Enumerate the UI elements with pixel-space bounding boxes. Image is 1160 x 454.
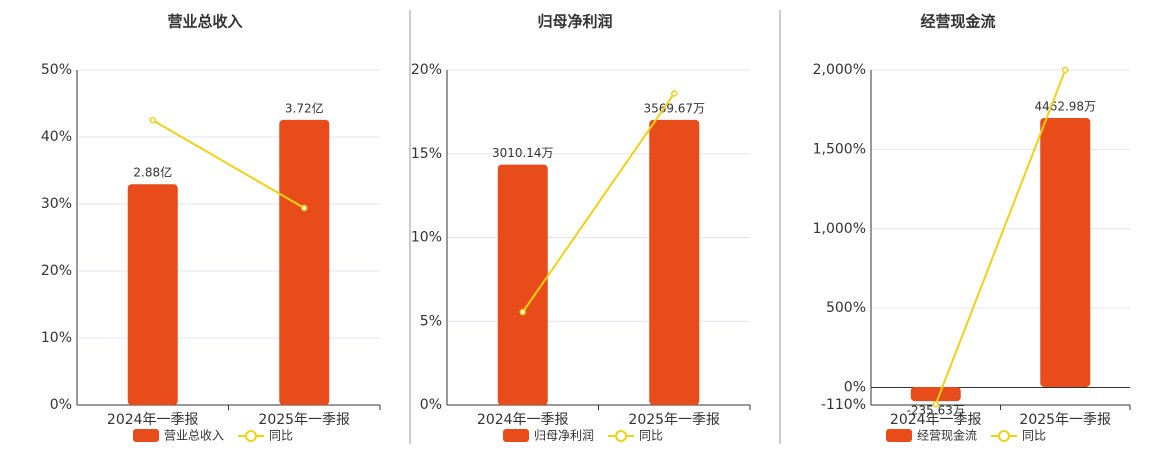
y-tick-label: 1,000% [813, 221, 866, 237]
legend-label: 归母净利润 [534, 429, 594, 443]
bar [910, 386, 961, 402]
legend-swatch [886, 429, 912, 442]
y-tick-label: 0% [844, 380, 866, 396]
bar [497, 164, 548, 405]
bar [127, 184, 178, 405]
legend-label: 经营现金流 [917, 428, 977, 443]
y-tick-label: 1,500% [813, 141, 866, 157]
legend-label: 同比 [639, 429, 663, 443]
line [152, 119, 305, 209]
value-label: 3.72亿 [285, 100, 324, 115]
bar [279, 119, 330, 406]
value-label: -235.63万 [907, 404, 965, 418]
x-tick-label: 2025年一季报 [1019, 412, 1111, 428]
chart-title: 营业总收入 [167, 13, 242, 31]
chart-title: 归母净利润 [537, 13, 612, 31]
line-point [519, 308, 526, 316]
y-tick-label: 20% [41, 263, 72, 279]
line-point [149, 117, 156, 124]
y-tick-label: 10% [411, 230, 442, 246]
line [934, 69, 1067, 405]
line-point [671, 90, 678, 97]
legend-swatch [998, 430, 1011, 442]
value-label: 4462.98万 [1034, 99, 1096, 113]
y-tick-label: -110% [821, 397, 866, 413]
legend-label: 营业总收入 [164, 429, 224, 443]
line-point [301, 204, 308, 212]
y-tick-label: 2,000% [813, 62, 866, 78]
bar [649, 119, 700, 406]
chart-title: 经营现金流 [920, 13, 995, 31]
x-tick-label: 2024年一季报 [890, 412, 982, 428]
value-label: 2.88亿 [133, 165, 172, 180]
legend-swatch [615, 430, 628, 442]
legend-swatch [245, 430, 258, 442]
line-point [932, 400, 939, 408]
y-tick-label: 0% [50, 397, 72, 413]
line [521, 92, 676, 313]
y-tick-label: 50% [41, 62, 72, 78]
y-tick-label: 500% [826, 300, 866, 316]
x-tick-label: 2025年一季报 [628, 412, 720, 428]
value-label: 3569.67万 [643, 101, 705, 115]
x-tick-label: 2025年一季报 [258, 412, 350, 428]
value-label: 3010.14万 [492, 146, 554, 160]
y-tick-label: 15% [411, 146, 442, 162]
y-tick-label: 5% [420, 313, 442, 329]
legend-label: 同比 [1022, 429, 1046, 443]
y-tick-label: 10% [41, 330, 72, 346]
bar [1040, 117, 1091, 387]
y-tick-label: 20% [411, 62, 442, 78]
y-tick-label: 30% [41, 196, 72, 212]
y-tick-label: 40% [41, 129, 72, 145]
x-tick-label: 2024年一季报 [107, 412, 199, 428]
x-tick-label: 2024年一季报 [477, 412, 569, 428]
legend-swatch [133, 429, 159, 442]
y-tick-label: 0% [420, 397, 442, 413]
legend-label: 同比 [269, 429, 293, 443]
legend-swatch [503, 429, 529, 442]
line-point [1062, 66, 1069, 74]
